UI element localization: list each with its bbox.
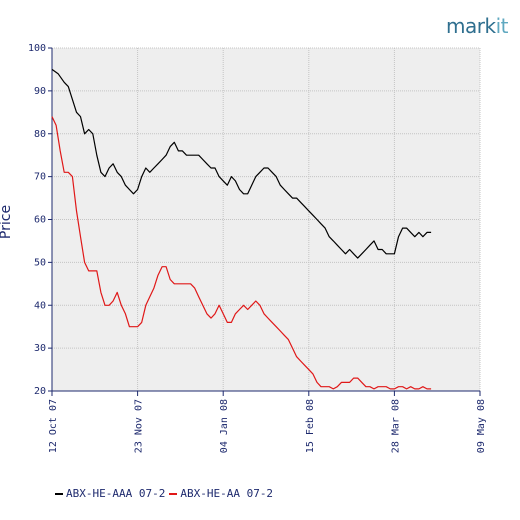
tick-label-y: 30 (34, 343, 46, 354)
tick-label-x: 28 Mar 08 (390, 399, 401, 453)
legend-swatch-aaa (55, 492, 63, 495)
legend-item-aaa: ABX-HE-AAA 07-2 (55, 487, 165, 500)
tick-label-y: 50 (34, 257, 46, 268)
tick-label-x: 15 Feb 08 (305, 399, 316, 453)
tick-label-x: 09 May 08 (476, 399, 487, 453)
logo-main-text: mark (446, 14, 496, 38)
markit-logo: markit (446, 14, 508, 38)
tick-label-x: 12 Oct 07 (48, 399, 59, 453)
logo-accent-text: it (495, 14, 509, 38)
tick-label-y: 80 (34, 129, 46, 140)
legend-label-aaa: ABX-HE-AAA 07-2 (66, 487, 166, 500)
tick-label-y: 100 (28, 43, 46, 54)
legend-swatch-aa (169, 492, 178, 495)
legend-label-aa: ABX-HE-AA 07-2 (180, 487, 274, 500)
legend-item-aa: ABX-HE-AA 07-2 (169, 487, 273, 500)
series-line-aaa (51, 68, 432, 259)
tick-label-x: 23 Nov 07 (134, 399, 145, 453)
y-axis-label: Price (0, 205, 14, 239)
series-line-aa (51, 116, 432, 390)
chart-legend: ABX-HE-AAA 07-2 ABX-HE-AA 07-2 (55, 487, 273, 500)
tick-label-y: 20 (34, 386, 46, 397)
tick-label-y: 60 (34, 215, 46, 226)
tick-label-y: 90 (34, 86, 46, 97)
tick-label-y: 40 (34, 300, 46, 311)
tick-label-x: 04 Jan 08 (219, 399, 230, 453)
tick-label-y: 70 (34, 172, 46, 183)
